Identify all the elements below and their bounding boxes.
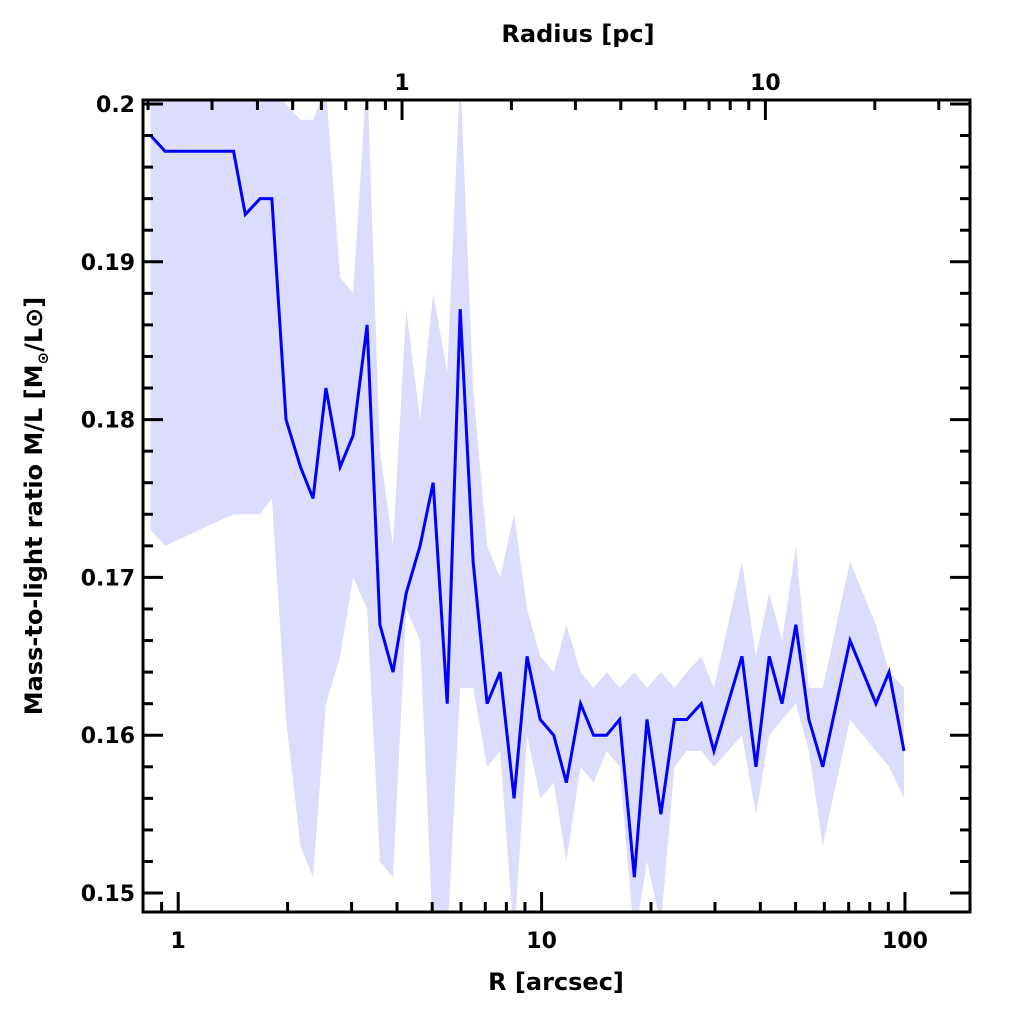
uncertainty-band [150, 100, 905, 912]
y-tick-label: 0.18 [81, 409, 135, 434]
top-axis-label: Radius [pc] [501, 20, 654, 48]
x-tick-label: 1 [171, 929, 186, 954]
y-tick-label: 0.15 [81, 882, 135, 907]
x-axis-label: R [arcsec] [488, 968, 624, 996]
plot-frame [141, 98, 972, 914]
y-axis-label: Mass-to-light ratio M/L [M⊙/L⊙] [20, 297, 52, 716]
x-tick-label: 100 [882, 929, 928, 954]
y-tick-label: 0.2 [96, 93, 135, 118]
x-tick-label: 10 [526, 929, 557, 954]
top-tick-label: 10 [750, 71, 781, 96]
ml-ratio-line [149, 134, 906, 878]
y-tick-label: 0.16 [81, 724, 135, 749]
y-tick-label: 0.19 [81, 251, 135, 276]
top-tick-label: 1 [394, 71, 409, 96]
y-tick-label: 0.17 [81, 566, 135, 591]
